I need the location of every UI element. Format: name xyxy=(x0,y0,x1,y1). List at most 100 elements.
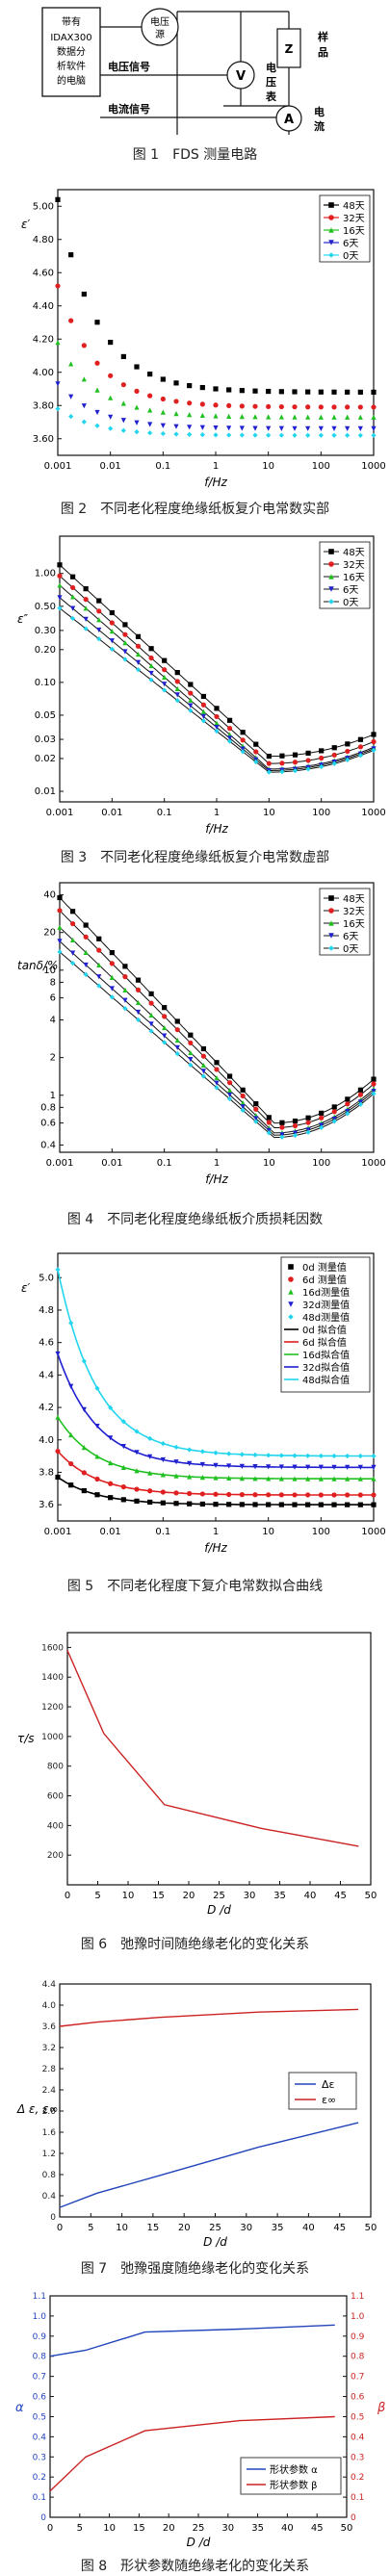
fig4-point xyxy=(240,1107,246,1113)
fig3-point xyxy=(96,608,102,614)
fig4-point xyxy=(188,1057,194,1063)
fig2-point xyxy=(357,425,363,431)
fig7-ytick-label: 1.6 xyxy=(42,2128,57,2138)
fig3-point xyxy=(162,682,168,687)
fig3-point xyxy=(240,746,246,752)
fig2-point xyxy=(345,432,351,438)
fig4-point xyxy=(83,949,89,955)
fig2-ylabel: ε′ xyxy=(21,218,30,231)
fig3-ytick-label: 0.01 xyxy=(35,786,56,797)
fig8-ytick-label-right: 0.9 xyxy=(351,2332,365,2342)
fig2-point xyxy=(357,414,363,420)
fig4-legend-marker xyxy=(328,895,334,901)
fig5-point xyxy=(147,1488,153,1494)
fig5-point xyxy=(266,1502,272,1507)
fig3-point xyxy=(162,657,168,663)
fig2-point xyxy=(68,394,74,399)
fig4-xtick-label: 0.01 xyxy=(101,1158,122,1169)
fig3-point xyxy=(253,749,259,755)
fig5-point xyxy=(199,1475,205,1481)
fig4-point xyxy=(174,1037,180,1043)
fig5-point xyxy=(55,1448,61,1455)
fig5-point xyxy=(173,1490,179,1496)
fig5-chart: 0.001 0.01 0.1 1 10 100 1000 3.6 3.8 4.0 4.2 4.4 4.6… xyxy=(0,1242,390,1569)
fig4-legend-marker xyxy=(328,908,334,914)
fig2-point xyxy=(68,318,74,323)
fig2-point xyxy=(94,387,100,393)
fig2-point xyxy=(94,320,100,325)
fig5-point xyxy=(68,1431,74,1438)
fig2-point xyxy=(357,404,363,410)
fig2-point xyxy=(239,388,245,394)
fig3-point xyxy=(226,726,233,732)
fig8-series-line xyxy=(49,2324,335,2357)
fig3-point xyxy=(57,595,63,601)
fig4-series-line xyxy=(59,940,375,1136)
fig2-point xyxy=(292,404,298,410)
fig3-legend-marker xyxy=(328,561,334,567)
fig3-ytick-label: 0.03 xyxy=(35,734,56,745)
fig4-point xyxy=(122,974,128,980)
fig5-ytick-label: 4.6 xyxy=(39,1338,54,1349)
fig5-point xyxy=(278,1464,284,1470)
fig4-point xyxy=(57,939,63,944)
fig4-ylabel: tanδ/% xyxy=(17,959,58,972)
fig4-point xyxy=(266,1127,272,1133)
fig4-xtick-label: 0.001 xyxy=(46,1158,74,1169)
fig4-point xyxy=(292,1122,299,1129)
fig4-point xyxy=(371,1091,377,1096)
fig3-xtick-label: 1000 xyxy=(361,808,385,818)
fig2-point xyxy=(357,432,363,438)
fig2-point xyxy=(160,376,166,382)
fig2-point xyxy=(199,401,205,407)
fig8-ytick-label: 1.1 xyxy=(33,2292,46,2302)
fig5-legend-marker xyxy=(288,1276,294,1282)
fig6-ytick-label: 1000 xyxy=(41,1733,64,1742)
fig6-series-line xyxy=(66,1650,359,1847)
fig5-point xyxy=(252,1476,258,1481)
fig2-point xyxy=(199,412,205,419)
fig6-caption: 图 6 弛豫时间随绝缘老化的变化关系 xyxy=(80,1937,310,1952)
fig2-point xyxy=(160,409,166,415)
fig2-point xyxy=(173,424,179,429)
fig3-caption: 图 3 不同老化程度绝缘纸板复介电常数虚部 xyxy=(60,850,330,865)
fig3-point xyxy=(305,758,311,763)
fig7-ytick-label: 0.4 xyxy=(42,2192,57,2202)
fig5-point xyxy=(94,1492,100,1498)
fig5-point xyxy=(357,1453,363,1459)
fig3-point xyxy=(279,760,285,766)
fig5-point xyxy=(94,1423,100,1430)
voltage-source-label-0: 电压 xyxy=(150,15,169,28)
fig7-xtick-label: 5 xyxy=(88,2223,93,2233)
fig8-ylabel-left: α xyxy=(15,2401,24,2415)
fig2-point xyxy=(371,432,377,438)
fig4-point xyxy=(162,1005,168,1011)
fig5-point xyxy=(108,1435,114,1441)
fig5-point xyxy=(199,1449,205,1455)
fig2-point xyxy=(134,404,140,410)
fig3-point xyxy=(174,670,180,676)
fig5-legend-label: 6d 测量值 xyxy=(302,1274,347,1286)
fig5-legend-label: 32d拟合值 xyxy=(302,1361,350,1374)
fig2-point xyxy=(213,432,219,438)
fig7-xtick-label: 40 xyxy=(302,2223,315,2233)
fig6-ytick-label: 1400 xyxy=(41,1673,64,1683)
fig4-point xyxy=(109,949,115,956)
fig5-point xyxy=(213,1450,219,1455)
fig5-point xyxy=(108,1404,114,1410)
fig5-point xyxy=(120,1484,126,1490)
fig5-point xyxy=(81,1444,87,1451)
fig5-point xyxy=(292,1492,298,1498)
fig5-legend-label: 48d测量值 xyxy=(302,1311,350,1324)
fig2-point xyxy=(305,389,311,395)
fig2-ytick-label: 5.00 xyxy=(33,201,54,212)
fig4-point xyxy=(188,1040,194,1046)
fig5-legend-label: 48d拟合值 xyxy=(302,1374,350,1386)
fig4-ytick-label: 1 xyxy=(50,1091,56,1101)
fig3-point xyxy=(174,679,180,684)
fig8-xtick-label: 0 xyxy=(47,2523,53,2534)
fig5-point xyxy=(371,1492,377,1498)
fig2-point xyxy=(187,383,193,389)
fig3-legend-marker xyxy=(328,549,334,554)
fig4-point xyxy=(226,1080,233,1086)
